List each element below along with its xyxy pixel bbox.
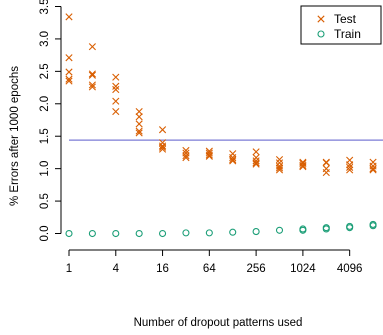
data-point-train xyxy=(275,226,284,234)
data-point-test xyxy=(135,107,143,116)
data-point-test xyxy=(65,13,73,21)
y-tick-label: 0.5 xyxy=(39,193,51,209)
data-point-train xyxy=(205,229,213,237)
x-tick-label: 16 xyxy=(156,263,169,275)
data-point-test xyxy=(135,127,143,135)
data-point-train xyxy=(369,222,377,230)
y-tick-label: 3.5 xyxy=(39,0,51,14)
data-point-test xyxy=(252,154,260,162)
x-axis-title: Number of dropout patterns used xyxy=(134,317,303,329)
data-point-test xyxy=(65,68,73,76)
data-point-test xyxy=(369,166,377,174)
data-point-test xyxy=(252,157,260,165)
data-point-test xyxy=(322,168,330,177)
data-point-test xyxy=(229,154,237,162)
data-point-test xyxy=(346,163,354,171)
data-point-test xyxy=(299,161,307,169)
legend-label-test: Test xyxy=(334,12,357,26)
data-point-test xyxy=(88,43,96,51)
data-point-train xyxy=(322,225,330,233)
data-point-train xyxy=(159,229,167,238)
data-point-test xyxy=(275,166,284,174)
data-point-test xyxy=(229,155,237,164)
legend-label-train: Train xyxy=(334,27,361,41)
legend-marker-test xyxy=(317,15,325,23)
data-point-test xyxy=(229,157,237,165)
x-tick-label: 4096 xyxy=(337,263,363,275)
y-tick-label: 2.5 xyxy=(39,63,51,79)
data-point-test xyxy=(369,165,377,173)
data-point-test xyxy=(65,75,73,83)
data-point-test xyxy=(252,160,260,168)
legend-box xyxy=(300,5,382,45)
x-tick-label: 1 xyxy=(66,263,72,275)
data-point-test xyxy=(346,166,354,174)
data-point-test xyxy=(135,113,143,121)
data-point-train xyxy=(299,226,307,234)
data-point-test xyxy=(252,148,260,156)
legend-cross-icon xyxy=(317,15,325,23)
data-point-test xyxy=(275,155,284,164)
data-point-test xyxy=(112,97,120,105)
data-point-train xyxy=(65,229,73,238)
data-point-test xyxy=(299,163,307,171)
x-tick-label: 4 xyxy=(113,263,120,275)
data-point-train xyxy=(182,229,190,237)
y-tick-label: 2.0 xyxy=(39,96,51,112)
data-point-test xyxy=(112,107,120,116)
x-tick-label: 1024 xyxy=(290,263,316,275)
y-tick-label: 1.0 xyxy=(39,161,51,177)
y-tick-label: 1.5 xyxy=(39,128,51,144)
data-point-test xyxy=(158,143,167,151)
x-tick-label: 64 xyxy=(203,263,216,275)
data-points xyxy=(65,13,377,238)
data-point-test xyxy=(135,129,143,137)
data-point-train xyxy=(135,229,143,238)
legend: Test Train xyxy=(300,5,382,45)
data-point-test xyxy=(205,149,213,157)
data-point-train xyxy=(229,228,237,236)
data-point-test xyxy=(88,70,96,78)
data-point-test xyxy=(182,152,190,160)
data-point-test xyxy=(205,151,213,159)
data-point-train xyxy=(112,229,120,238)
data-point-test xyxy=(158,142,167,150)
data-point-test xyxy=(112,82,120,90)
data-point-test xyxy=(252,159,260,167)
data-point-test xyxy=(275,159,284,167)
data-point-test xyxy=(158,126,167,134)
data-point-test xyxy=(205,152,213,160)
data-point-test xyxy=(112,85,120,94)
data-point-test xyxy=(158,145,167,153)
data-point-train xyxy=(88,229,96,238)
data-point-test xyxy=(65,54,73,62)
data-point-train xyxy=(346,224,354,232)
legend-marker-train xyxy=(317,30,325,38)
data-point-test xyxy=(299,159,307,168)
data-point-test xyxy=(346,161,354,169)
data-point-test xyxy=(182,146,190,155)
legend-circle-icon xyxy=(317,30,325,38)
data-point-test xyxy=(65,77,73,85)
x-tick-label: 256 xyxy=(247,263,266,275)
data-point-test xyxy=(88,71,96,79)
data-point-test xyxy=(135,120,143,128)
y-tick-label: 0.0 xyxy=(39,226,51,242)
y-tick-label: 3.0 xyxy=(39,31,51,47)
data-point-test xyxy=(275,164,284,172)
y-axis-title: % Errors after 1000 epochs xyxy=(9,66,21,206)
data-point-test xyxy=(88,83,96,91)
data-point-test xyxy=(88,81,96,89)
data-point-test xyxy=(322,159,330,167)
data-point-train xyxy=(252,228,260,236)
data-point-test xyxy=(112,73,120,81)
axes: 0.0 0.5 1.0 1.5 2.0 2.5 3.0 3.5 1 4 16 64 256 1024 409… xyxy=(39,0,362,275)
data-point-test xyxy=(182,154,190,162)
